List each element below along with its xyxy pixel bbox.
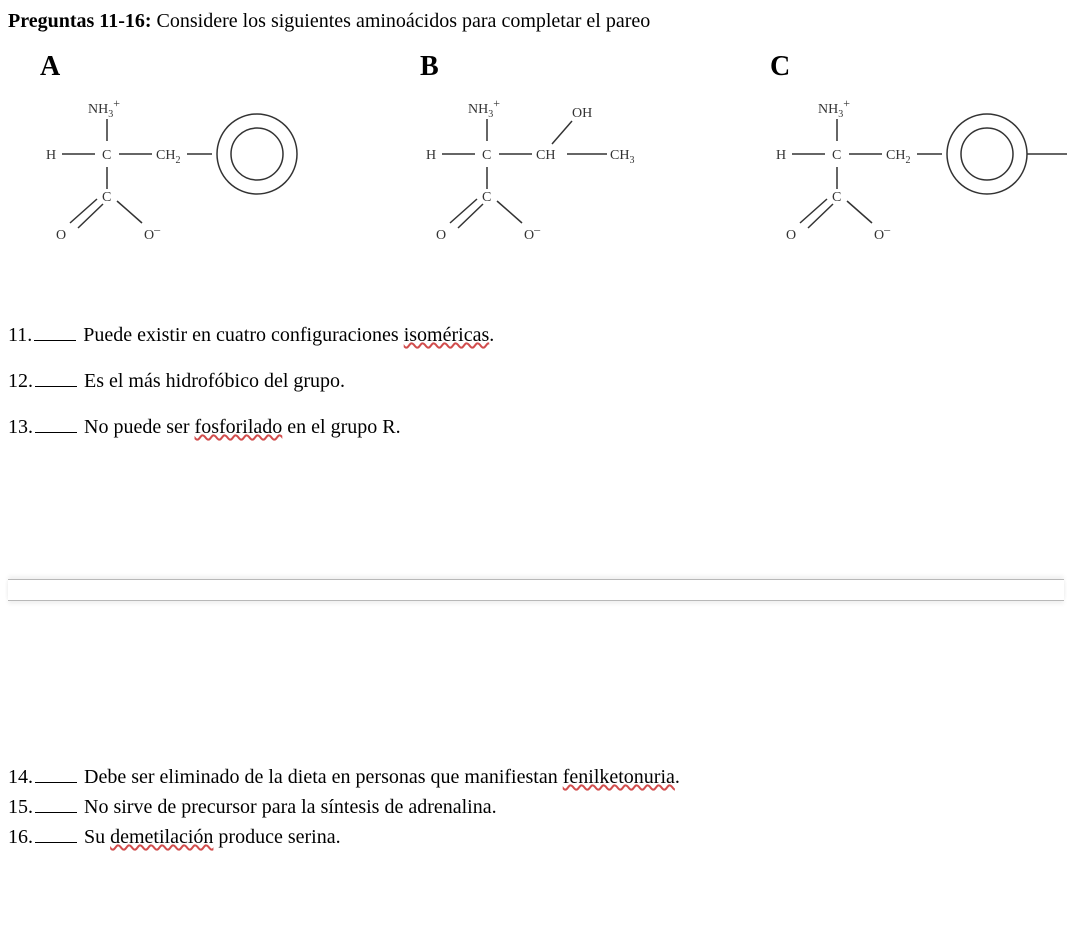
structure-a-svg: NH3+ H C CH2 C O O– bbox=[32, 89, 332, 259]
qnum: 15. bbox=[8, 796, 33, 819]
instruction-header: Preguntas 11-16: Considere los siguiente… bbox=[8, 10, 1064, 33]
qnum: 14. bbox=[8, 766, 33, 789]
svg-text:O: O bbox=[786, 228, 796, 243]
qtext: Debe ser eliminado de la dieta en person… bbox=[84, 766, 563, 788]
qnum: 11. bbox=[8, 324, 32, 347]
structure-b: B NH3+ H C CH OH CH3 bbox=[412, 51, 682, 259]
svg-text:NH3+: NH3+ bbox=[88, 96, 120, 120]
question-12: 12. Es el más hidrofóbico del grupo. bbox=[8, 365, 1064, 393]
svg-text:O: O bbox=[436, 228, 446, 243]
svg-text:O–: O– bbox=[144, 222, 161, 243]
svg-text:OH: OH bbox=[572, 106, 592, 121]
question-11: 11. Puede existir en cuatro configuracio… bbox=[8, 319, 1064, 347]
qtext: No puede ser bbox=[84, 416, 195, 438]
svg-text:CH: CH bbox=[536, 148, 555, 163]
svg-text:CH3: CH3 bbox=[610, 148, 634, 166]
qtext: No sirve de precursor para la síntesis d… bbox=[84, 796, 497, 818]
svg-text:NH3+: NH3+ bbox=[468, 96, 500, 120]
structure-a: A NH bbox=[32, 51, 332, 259]
answer-blank[interactable] bbox=[34, 319, 76, 341]
structure-b-label: B bbox=[420, 51, 439, 83]
header-rest: Considere los siguientes aminoácidos par… bbox=[152, 10, 651, 32]
svg-text:C: C bbox=[482, 190, 491, 205]
squiggle-word: isoméricas bbox=[404, 324, 490, 346]
svg-text:O–: O– bbox=[524, 222, 541, 243]
svg-text:C: C bbox=[102, 190, 111, 205]
answer-blank[interactable] bbox=[35, 411, 77, 433]
qtext-post: . bbox=[675, 766, 680, 788]
svg-text:CH2: CH2 bbox=[886, 148, 910, 166]
question-16: 16. Su demetilación produce serina. bbox=[8, 821, 1064, 849]
question-14: 14. Debe ser eliminado de la dieta en pe… bbox=[8, 761, 1064, 789]
question-13: 13. No puede ser fosforilado en el grupo… bbox=[8, 411, 1064, 439]
answer-blank[interactable] bbox=[35, 821, 77, 843]
svg-text:H: H bbox=[426, 148, 436, 163]
qtext: Puede existir en cuatro configuraciones bbox=[83, 324, 403, 346]
qtext-post: produce serina. bbox=[213, 826, 340, 848]
questions-bottom: 14. Debe ser eliminado de la dieta en pe… bbox=[8, 761, 1064, 849]
answer-blank[interactable] bbox=[35, 761, 77, 783]
question-15: 15. No sirve de precursor para la síntes… bbox=[8, 791, 1064, 819]
svg-text:O: O bbox=[56, 228, 66, 243]
squiggle-word: fosforilado bbox=[195, 416, 283, 438]
svg-text:C: C bbox=[102, 148, 111, 163]
structure-a-label: A bbox=[40, 51, 60, 83]
structure-b-svg: NH3+ H C CH OH CH3 C O O– bbox=[412, 89, 682, 259]
qtext: Su bbox=[84, 826, 110, 848]
svg-text:H: H bbox=[46, 148, 56, 163]
svg-text:CH2: CH2 bbox=[156, 148, 180, 166]
header-bold: Preguntas 11-16: bbox=[8, 10, 152, 32]
qnum: 12. bbox=[8, 370, 33, 393]
qnum: 13. bbox=[8, 416, 33, 439]
structure-c: C NH3+ H C CH2 C O bbox=[762, 51, 1072, 259]
answer-blank[interactable] bbox=[35, 365, 77, 387]
svg-text:H: H bbox=[776, 148, 786, 163]
questions-top: 11. Puede existir en cuatro configuracio… bbox=[8, 319, 1064, 439]
svg-text:C: C bbox=[832, 190, 841, 205]
svg-text:O–: O– bbox=[874, 222, 891, 243]
structures-row: A NH bbox=[8, 51, 1064, 259]
squiggle-word: fenilketonuria bbox=[563, 766, 675, 788]
page-break-band bbox=[8, 579, 1064, 601]
qtext-post: en el grupo R. bbox=[282, 416, 400, 438]
svg-text:NH3+: NH3+ bbox=[818, 96, 850, 120]
qnum: 16. bbox=[8, 826, 33, 849]
qtext-post: . bbox=[489, 324, 494, 346]
squiggle-word: demetilación bbox=[110, 826, 213, 848]
qtext: Es el más hidrofóbico del grupo. bbox=[84, 370, 345, 392]
svg-text:C: C bbox=[482, 148, 491, 163]
structure-c-svg: NH3+ H C CH2 C O O– OH bbox=[762, 89, 1072, 259]
answer-blank[interactable] bbox=[35, 791, 77, 813]
svg-text:C: C bbox=[832, 148, 841, 163]
structure-c-label: C bbox=[770, 51, 790, 83]
